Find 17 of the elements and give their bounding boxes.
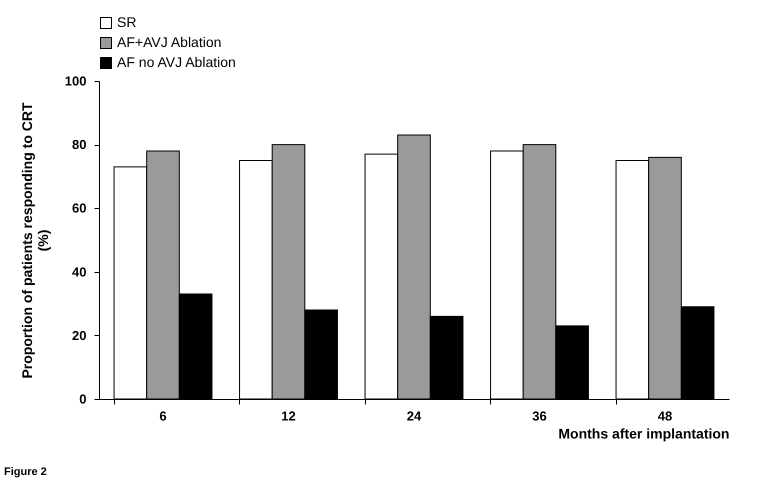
x-tick-label: 36 (532, 408, 547, 424)
x-tick-label: 6 (159, 408, 167, 424)
y-tick-label: 0 (79, 392, 86, 406)
legend-label: AF no AVJ Ablation (117, 54, 236, 70)
y-tick-label: 20 (72, 328, 86, 343)
y-tick-label: 80 (72, 137, 86, 152)
x-tick-label: 24 (406, 408, 422, 424)
x-tick-label: 12 (281, 408, 296, 424)
y-tick-label: 100 (64, 74, 86, 88)
y-tick-label: 60 (72, 200, 86, 216)
y-axis-title: Proportion of patients responding to CRT (%) (18, 102, 51, 379)
caption: Figure 2 (4, 466, 47, 478)
x-axis-title: Months after implantation (558, 426, 730, 442)
legend-label: AF+AVJ Ablation (117, 34, 222, 50)
y-tick-label: 40 (72, 264, 86, 280)
legend-label: SR (117, 14, 136, 30)
x-tick-label: 48 (658, 408, 672, 424)
